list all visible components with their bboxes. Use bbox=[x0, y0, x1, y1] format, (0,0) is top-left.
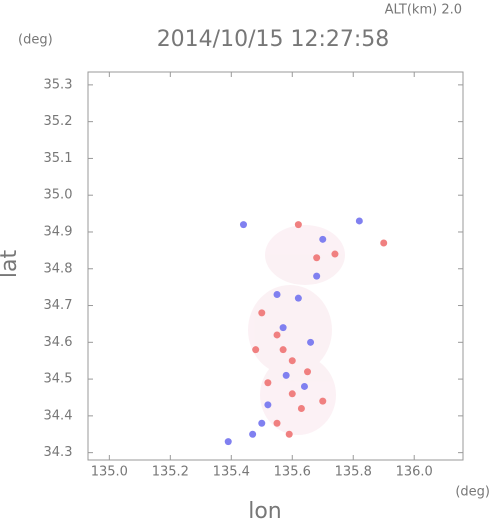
echo-point bbox=[331, 250, 339, 258]
echo-point bbox=[319, 397, 327, 405]
echo-point bbox=[258, 309, 266, 317]
y-axis-label: lat bbox=[0, 250, 22, 279]
plot-frame bbox=[87, 71, 464, 461]
y-tick-label: 35.0 bbox=[44, 188, 73, 203]
x-tick-label: 135.4 bbox=[213, 465, 250, 480]
echo-point bbox=[279, 346, 287, 354]
y-tick-label: 34.9 bbox=[44, 224, 73, 239]
x-tick-label: 135.2 bbox=[152, 465, 189, 480]
y-tick-label: 34.3 bbox=[44, 445, 73, 460]
echo-point bbox=[249, 430, 257, 438]
echo-point bbox=[288, 357, 296, 365]
echo-point bbox=[319, 235, 327, 243]
x-tick-label: 135.8 bbox=[335, 465, 372, 480]
echo-point bbox=[288, 390, 296, 398]
echo-point bbox=[313, 272, 321, 280]
echo-point bbox=[307, 338, 315, 346]
y-tick-label: 34.4 bbox=[44, 408, 73, 423]
echo-point bbox=[285, 430, 293, 438]
y-tick-label: 34.8 bbox=[44, 261, 73, 276]
echo-point bbox=[380, 239, 388, 247]
echo-point bbox=[297, 405, 305, 413]
y-unit: (deg) bbox=[18, 33, 53, 48]
echo-point bbox=[239, 221, 247, 229]
chart-title: 2014/10/15 12:27:58 bbox=[157, 27, 390, 52]
echo-point bbox=[294, 221, 302, 229]
echo-point bbox=[355, 217, 363, 225]
x-axis-label: lon bbox=[248, 499, 282, 521]
echo-point bbox=[313, 254, 321, 262]
y-tick-label: 34.5 bbox=[44, 372, 73, 387]
echo-point bbox=[264, 379, 272, 387]
echo-point bbox=[304, 368, 312, 376]
x-tick-label: 135.0 bbox=[91, 465, 128, 480]
echo-point bbox=[258, 419, 266, 427]
echo-point bbox=[273, 331, 281, 339]
y-tick-label: 34.7 bbox=[44, 298, 73, 313]
echo-point bbox=[224, 438, 232, 446]
echo-point bbox=[273, 419, 281, 427]
echo-area bbox=[248, 225, 345, 435]
echo-point bbox=[282, 371, 290, 379]
echo-point bbox=[273, 291, 281, 299]
subtitle: ALT(km) 2.0 bbox=[385, 3, 462, 18]
echo-point bbox=[294, 294, 302, 302]
echo-point bbox=[279, 324, 287, 332]
echo-point bbox=[300, 382, 308, 390]
y-tick-label: 35.1 bbox=[44, 151, 73, 166]
echo-point bbox=[264, 401, 272, 409]
y-tick-label: 35.3 bbox=[44, 77, 73, 92]
echo-point bbox=[252, 346, 260, 354]
x-tick-label: 136.0 bbox=[396, 465, 433, 480]
y-tick-label: 35.2 bbox=[44, 114, 73, 129]
x-unit: (deg) bbox=[455, 485, 490, 500]
x-tick-label: 135.6 bbox=[274, 465, 311, 480]
y-tick-label: 34.6 bbox=[44, 335, 73, 350]
